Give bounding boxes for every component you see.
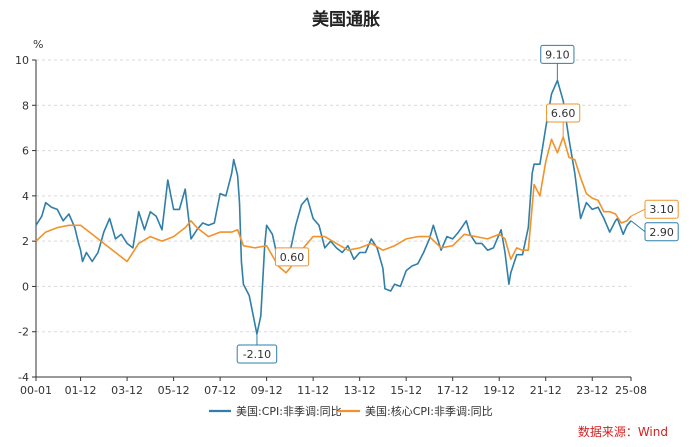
legend-label-1: 美国:核心CPI:非季调:同比	[365, 404, 493, 418]
y-tick-label: 8	[22, 99, 29, 112]
y-tick-label: 4	[22, 190, 29, 203]
callout-label: 3.10	[649, 203, 674, 216]
legend-label-0: 美国:CPI:非季调:同比	[236, 405, 342, 418]
callout-leader	[630, 220, 646, 233]
y-axis-unit: %	[33, 38, 43, 51]
callouts: 9.10 6.60 -2.10 0.60 3.10 2.90	[236, 44, 679, 364]
callout-box	[644, 199, 679, 219]
callout-box	[546, 103, 581, 123]
y-tick-label: 6	[22, 145, 29, 158]
callout-label: 6.60	[551, 107, 576, 120]
x-tick-label: 13-12	[344, 384, 376, 397]
y-tick-label: 0	[22, 280, 29, 293]
callout-label: 2.90	[649, 226, 674, 239]
series-lines	[35, 79, 632, 335]
chart-title: 美国通胀	[312, 9, 380, 30]
gridlines	[36, 59, 631, 333]
callout-box	[540, 44, 575, 64]
x-tick-label: 03-12	[111, 384, 143, 397]
series-line-0	[35, 79, 632, 335]
x-tick-label: 07-12	[204, 384, 236, 397]
legend: 美国:CPI:非季调:同比 美国:核心CPI:非季调:同比	[209, 404, 493, 418]
y-tick-label: -4	[18, 371, 29, 384]
callout-leader	[285, 265, 293, 274]
axes: -4 -2 0 2 4 6 8 10 00-01 01-12 03-12 05-12 07-12 09-1…	[15, 54, 647, 397]
x-tick-label: 01-12	[65, 384, 97, 397]
x-tick-label: 00-01	[20, 384, 52, 397]
callout-label: 0.60	[280, 251, 305, 264]
x-tick-label: 19-12	[483, 384, 515, 397]
data-source: 数据来源：Wind	[578, 424, 668, 439]
y-tick-label: 10	[15, 54, 29, 67]
x-tick-label: 09-12	[251, 384, 283, 397]
callout-leader	[630, 208, 646, 217]
callout-box	[644, 222, 679, 242]
x-tick-label: 17-12	[437, 384, 469, 397]
callout-box	[236, 344, 278, 364]
x-tick-label: 23-12	[576, 384, 608, 397]
x-tick-label: 11-12	[297, 384, 329, 397]
callout-label: -2.10	[243, 348, 271, 361]
x-tick-label: 05-12	[158, 384, 190, 397]
callout-label: 9.10	[545, 48, 570, 61]
y-tick-label: 2	[22, 235, 29, 248]
y-tick-label: -2	[18, 326, 29, 339]
x-tick-label: 21-12	[530, 384, 562, 397]
x-tick-label: 25-08	[615, 384, 647, 397]
callout-box	[274, 247, 310, 267]
x-tick-label: 15-12	[390, 384, 422, 397]
series-line-1	[35, 136, 632, 274]
